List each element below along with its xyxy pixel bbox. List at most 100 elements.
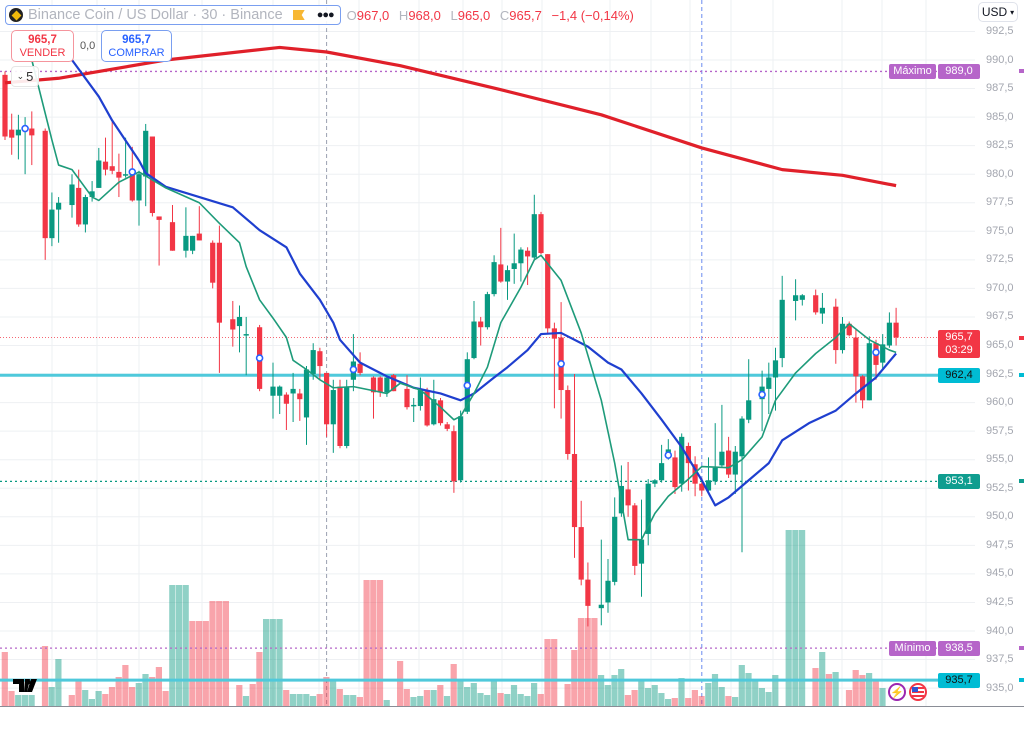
flag-icon[interactable] [292, 10, 305, 20]
price-tag-tail [1019, 69, 1024, 74]
grid [0, 0, 975, 706]
volume-bar [531, 683, 538, 706]
volume-bar [356, 697, 363, 706]
price-tag-tail [1019, 479, 1024, 484]
candle-body [632, 505, 638, 566]
volume-bar [845, 690, 853, 706]
candle [612, 497, 618, 586]
volume-bar [745, 673, 752, 706]
open-value: 967,0 [356, 7, 390, 23]
candle [538, 211, 544, 255]
price-axis-label: 987,5 [986, 82, 1014, 95]
candle [578, 500, 584, 586]
candle [183, 207, 189, 258]
candle-body [391, 375, 397, 392]
candle [69, 174, 75, 218]
price-tag-l3: 935,7 [938, 672, 980, 688]
candle-body [49, 209, 55, 239]
price-axis-label: 940,0 [986, 624, 1014, 637]
volume-bar [142, 674, 149, 706]
candle-body [42, 130, 48, 239]
candle-body [578, 527, 584, 580]
high-label: H [398, 7, 409, 23]
candle-body [143, 130, 149, 177]
candle-body [451, 431, 457, 482]
candle-body [303, 369, 310, 418]
candle-body [799, 295, 805, 300]
candle-body [357, 363, 363, 373]
candle-body [531, 214, 537, 258]
price-axis-label: 980,0 [986, 167, 1014, 180]
candle-body [458, 416, 464, 481]
volume-bar [95, 691, 102, 706]
more-horizontal-icon[interactable]: ●●● [316, 9, 335, 21]
volume-bar [303, 694, 310, 706]
price-tag-label-max: Máximo [889, 63, 936, 79]
sell-button[interactable]: 965,7 VENDER [11, 30, 74, 62]
candle-body [793, 295, 799, 301]
candle-body [886, 322, 892, 346]
buy-button[interactable]: 965,7 COMPRAR [101, 30, 172, 62]
price-tag-label-min: Mínimo [889, 640, 936, 656]
candle [638, 499, 645, 597]
candle [437, 398, 444, 426]
volume-bar [477, 693, 484, 706]
chart-legend: Binance Coin / US Dollar · 30 · Binance … [5, 5, 640, 25]
bnb-coin-icon [9, 8, 23, 22]
candle-body [76, 187, 82, 225]
price-axis-label: 962,5 [986, 367, 1014, 380]
candle [56, 197, 62, 243]
price-axis-label: 937,5 [986, 653, 1014, 666]
candle-body [96, 160, 102, 188]
currency-select[interactable]: USD ▾ [978, 2, 1018, 22]
price-tag-tail [1019, 335, 1024, 340]
volume-bar [423, 690, 430, 706]
volume-bar [671, 698, 678, 706]
volume-bar [711, 674, 719, 706]
candle [424, 387, 430, 427]
candle [692, 456, 698, 497]
candle-body [839, 323, 846, 351]
volume-bar [55, 659, 62, 706]
candle-body [243, 334, 249, 336]
candle-body [102, 161, 109, 170]
signal-marker [758, 390, 766, 399]
volume-bar [564, 684, 571, 706]
sell-label: VENDER [19, 47, 66, 59]
candle-body [210, 242, 216, 283]
candle-body [15, 129, 21, 136]
volume-bar [685, 698, 692, 706]
volume-bar [785, 530, 792, 706]
candle-body [746, 400, 752, 420]
volume-bar [631, 690, 638, 706]
indicators-collapse-button[interactable]: ⌄ 5 [11, 66, 39, 87]
volume-bar [698, 696, 705, 706]
symbol-info[interactable]: Binance Coin / US Dollar · 30 · Binance … [5, 5, 341, 25]
volume-bar [343, 695, 350, 706]
candle [169, 205, 176, 251]
candle-body [169, 222, 176, 251]
tradingview-logo[interactable] [13, 679, 41, 698]
candle [444, 422, 450, 432]
us-flag-icon[interactable] [909, 683, 927, 701]
candle-body [672, 457, 678, 488]
price-chart[interactable] [0, 0, 1024, 706]
volume-bar [8, 691, 15, 706]
candle [417, 377, 423, 411]
candle [712, 423, 718, 485]
candle [659, 444, 665, 483]
candle [705, 457, 712, 494]
price-axis-label: 967,5 [986, 310, 1014, 323]
signal-marker [128, 168, 137, 176]
volume-bar [316, 694, 323, 706]
volume-bar [397, 661, 404, 706]
volume-bar [437, 685, 444, 706]
candle [478, 316, 484, 346]
candle [531, 194, 537, 260]
candle [813, 289, 819, 315]
candle-body [893, 322, 899, 338]
lightning-icon[interactable]: ⚡ [888, 683, 906, 701]
candle-body [297, 393, 303, 400]
volume-bar [41, 646, 49, 706]
volume-bar [872, 681, 879, 706]
